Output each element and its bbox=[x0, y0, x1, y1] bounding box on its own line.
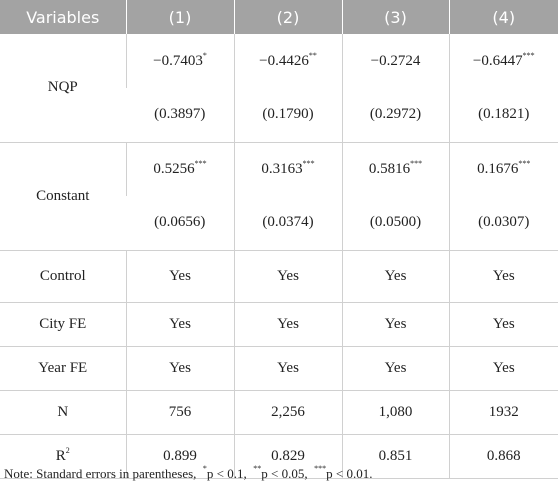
significance-stars: *** bbox=[518, 158, 531, 168]
row-label: Control bbox=[0, 250, 126, 303]
coef-cell: −0.4426** bbox=[233, 34, 342, 88]
coef-row: NQP −0.7403* −0.4426** −0.2724 −0.6447*** bbox=[0, 34, 558, 143]
header-row: Variables (1) (2) (3) (4) bbox=[0, 0, 558, 34]
se-cell: (0.0307) bbox=[448, 196, 558, 251]
coef-value: −0.7403 bbox=[153, 52, 203, 69]
table-cell: 0.829 bbox=[233, 434, 342, 479]
header-cell: (1) bbox=[125, 0, 234, 34]
table-cell: Yes bbox=[233, 302, 342, 347]
header-cell: Variables bbox=[0, 0, 126, 34]
row-label-text: Control bbox=[39, 267, 86, 284]
note-prefix: Note: Standard errors in parentheses, bbox=[4, 466, 197, 481]
table-cell: 0.851 bbox=[341, 434, 449, 479]
coef-cell: 0.1676*** bbox=[448, 142, 558, 196]
table-row: R2 0.899 0.829 0.851 0.868 bbox=[0, 434, 558, 479]
table-cell: 756 bbox=[125, 390, 234, 435]
table-cell: Yes bbox=[233, 346, 342, 391]
significance-stars: ** bbox=[308, 50, 317, 60]
table-cell: Yes bbox=[448, 302, 558, 347]
table-cell: Yes bbox=[448, 346, 558, 391]
row-label: Year FE bbox=[0, 346, 126, 391]
significance-stars: *** bbox=[302, 158, 315, 168]
table-body: NQP −0.7403* −0.4426** −0.2724 −0.6447*** (0.… bbox=[0, 34, 558, 479]
header-cell: (2) bbox=[233, 0, 342, 34]
table-row: N 756 2,256 1,080 1932 bbox=[0, 390, 558, 435]
table-cell: Yes bbox=[125, 250, 234, 303]
coef-value: 0.5816 bbox=[368, 160, 411, 177]
coef-cell: −0.2724 bbox=[341, 34, 449, 88]
se-cell: (0.0500) bbox=[341, 196, 449, 251]
table-row: City FE Yes Yes Yes Yes bbox=[0, 302, 558, 347]
table-note: Note: Standard errors in parentheses, *p… bbox=[4, 464, 373, 482]
table-cell: Yes bbox=[125, 302, 234, 347]
note-stars: *** bbox=[314, 464, 327, 473]
coef-cell: 0.5816*** bbox=[341, 142, 449, 196]
significance-stars: * bbox=[202, 50, 207, 60]
row-label: Constant bbox=[0, 142, 126, 251]
row-label-text: Year FE bbox=[38, 359, 88, 376]
table-cell: 1,080 bbox=[341, 390, 449, 435]
se-cell: (0.1790) bbox=[233, 88, 342, 143]
table-cell: 0.868 bbox=[448, 434, 558, 479]
note-stars: ** bbox=[253, 464, 262, 473]
row-label: R2 bbox=[0, 434, 126, 479]
significance-stars: *** bbox=[194, 158, 207, 168]
table-cell: Yes bbox=[341, 250, 449, 303]
coef-value: 0.1676 bbox=[477, 160, 519, 177]
coef-value: 0.3163 bbox=[261, 160, 303, 177]
row-label-text: N bbox=[57, 403, 69, 420]
table-cell: 0.899 bbox=[125, 434, 234, 479]
note-text: p < 0.1, bbox=[206, 466, 247, 481]
coef-cell: −0.7403* bbox=[125, 34, 234, 88]
table-cell: 1932 bbox=[448, 390, 558, 435]
se-cell: (0.3897) bbox=[126, 88, 234, 143]
se-cell: (0.2972) bbox=[341, 88, 449, 143]
coef-value: −0.4426 bbox=[259, 52, 309, 69]
table-row: Control Yes Yes Yes Yes bbox=[0, 250, 558, 303]
coef-value: −0.2724 bbox=[370, 52, 421, 69]
coef-value: 0.5256 bbox=[153, 160, 195, 177]
coef-value: −0.6447 bbox=[472, 52, 523, 69]
significance-stars: *** bbox=[522, 50, 535, 60]
row-label: NQP bbox=[0, 34, 126, 143]
table-cell: Yes bbox=[341, 302, 449, 347]
coef-row: Constant 0.5256*** 0.3163*** 0.5816*** 0.167… bbox=[0, 142, 558, 251]
se-cell: (0.0374) bbox=[233, 196, 342, 251]
table-cell: Yes bbox=[125, 346, 234, 391]
se-row: (0.0656) (0.0374) (0.0500) (0.0307) bbox=[0, 196, 558, 251]
note-text: p < 0.05, bbox=[261, 466, 308, 481]
header-cell: (3) bbox=[341, 0, 449, 34]
se-cell: (0.1821) bbox=[448, 88, 558, 143]
se-cell: (0.0656) bbox=[126, 196, 234, 251]
table-cell: Yes bbox=[448, 250, 558, 303]
table-cell: Yes bbox=[341, 346, 449, 391]
row-label-superscript: 2 bbox=[65, 445, 70, 455]
row-label-text: City FE bbox=[39, 315, 87, 332]
row-label-text: R bbox=[55, 447, 66, 464]
row-label: N bbox=[0, 390, 126, 435]
note-text: p < 0.01. bbox=[326, 466, 373, 481]
coef-cell: −0.6447*** bbox=[448, 34, 558, 88]
row-label: City FE bbox=[0, 302, 126, 347]
significance-stars: *** bbox=[410, 158, 423, 168]
coef-cell: 0.3163*** bbox=[233, 142, 342, 196]
header-cell: (4) bbox=[448, 0, 558, 34]
se-row: (0.3897) (0.1790) (0.2972) (0.1821) bbox=[0, 88, 558, 143]
note-stars: * bbox=[202, 464, 207, 473]
coef-cell: 0.5256*** bbox=[125, 142, 234, 196]
table-cell: 2,256 bbox=[233, 390, 342, 435]
table-cell: Yes bbox=[233, 250, 342, 303]
table-row: Year FE Yes Yes Yes Yes bbox=[0, 346, 558, 391]
